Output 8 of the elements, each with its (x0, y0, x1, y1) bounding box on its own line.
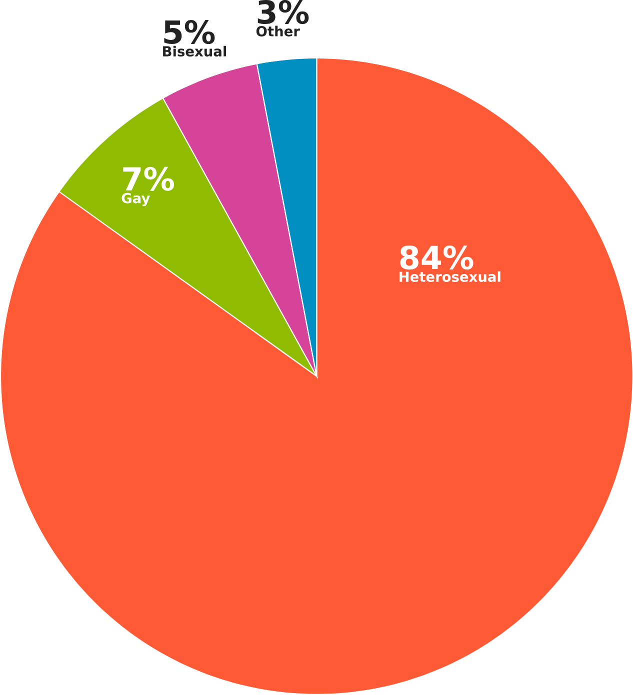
data-label: 3% (258, 0, 309, 24)
slice-label: Bisexual (162, 46, 226, 57)
data-label: 7% (123, 166, 174, 191)
slice-label: Gay (122, 192, 150, 206)
data-label: 84% (400, 245, 474, 270)
slice-label: Heterosexual (399, 271, 500, 282)
data-label: 5% (164, 20, 215, 44)
slice-label: Other (256, 26, 300, 36)
